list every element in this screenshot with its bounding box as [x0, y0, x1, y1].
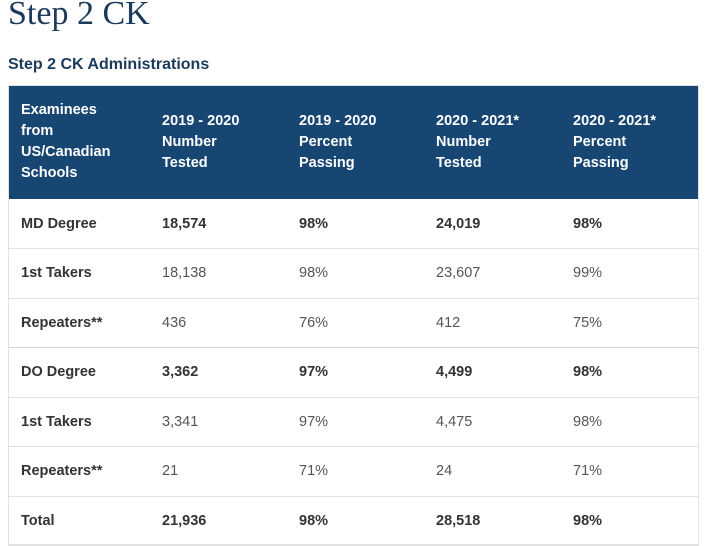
table-row: MD Degree 18,574 98% 24,019 98% [8, 199, 699, 249]
cell-value: 21,936 [162, 512, 207, 529]
header-line: from [21, 123, 54, 139]
header-2019-number-tested: 2019 - 2020 Number Tested [149, 85, 286, 199]
header-line: Percent [573, 133, 627, 150]
header-2019-percent-passing: 2019 - 2020 Percent Passing [286, 85, 423, 199]
cell-value: 24,019 [436, 215, 481, 232]
header-2020-number-tested: 2020 - 2021* Number Tested [423, 85, 560, 199]
cell-value: 98% [573, 413, 603, 430]
section-title: Step 2 CK Administrations [8, 56, 210, 73]
cell-value: 23,607 [436, 265, 481, 282]
row-label: Repeaters** [21, 314, 103, 331]
cell-value: 98% [299, 512, 329, 529]
header-examinees: Examinees from US/Canadian Schools [8, 85, 149, 199]
header-line: 2020 - 2021* [436, 112, 520, 129]
cell-value: 4,499 [436, 364, 473, 381]
cell-value: 98% [573, 364, 603, 381]
cell-value: 4,475 [436, 413, 473, 430]
header-line: Examinees [21, 102, 97, 118]
cell-value: 412 [436, 314, 461, 331]
header-2020-percent-passing: 2020 - 2021* Percent Passing [560, 85, 699, 199]
administrations-table-container: Examinees from US/Canadian Schools 2019 … [8, 85, 699, 546]
cell-value: 97% [299, 413, 329, 430]
cell-value: 98% [299, 265, 329, 282]
cell-value: 3,362 [162, 364, 199, 381]
cell-value: 98% [299, 215, 329, 232]
row-label: Repeaters** [21, 463, 103, 480]
cell-value: 18,138 [162, 265, 207, 282]
header-line: Tested [436, 154, 482, 171]
administrations-table: Examinees from US/Canadian Schools 2019 … [8, 85, 699, 546]
table-row: Total 21,936 98% 28,518 98% [8, 496, 699, 546]
header-line: Tested [162, 154, 208, 171]
header-line: 2019 - 2020 [162, 112, 240, 129]
row-label: 1st Takers [21, 413, 92, 430]
cell-value: 98% [573, 215, 603, 232]
cell-value: 99% [573, 265, 603, 282]
header-line: Number [436, 133, 491, 150]
row-label: 1st Takers [21, 265, 92, 282]
cell-value: 3,341 [162, 413, 199, 430]
header-line: Passing [573, 154, 629, 171]
row-label: MD Degree [21, 215, 97, 232]
page-title: Step 2 CK [8, 0, 150, 32]
cell-value: 21 [162, 463, 179, 480]
header-line: Percent [299, 133, 353, 150]
table-row: Repeaters** 436 76% 412 75% [8, 298, 699, 348]
header-line: 2019 - 2020 [299, 112, 377, 129]
cell-value: 75% [573, 314, 603, 331]
header-row: Examinees from US/Canadian Schools 2019 … [8, 85, 699, 199]
cell-value: 436 [162, 314, 187, 331]
table-row: Repeaters** 21 71% 24 71% [8, 447, 699, 496]
cell-value: 28,518 [436, 512, 481, 529]
cell-value: 76% [299, 314, 329, 331]
header-line: 2020 - 2021* [573, 112, 657, 129]
table-header: Examinees from US/Canadian Schools 2019 … [8, 85, 699, 199]
header-line: Schools [21, 165, 78, 181]
cell-value: 71% [299, 463, 329, 480]
table-row: DO Degree 3,362 97% 4,499 98% [8, 348, 699, 397]
header-line: Passing [299, 154, 355, 171]
row-label: Total [21, 512, 55, 529]
table-row: 1st Takers 18,138 98% 23,607 99% [8, 249, 699, 298]
cell-value: 71% [573, 463, 603, 480]
cell-value: 18,574 [162, 215, 207, 232]
row-label: DO Degree [21, 364, 96, 381]
cell-value: 24 [436, 463, 453, 480]
cell-value: 97% [299, 364, 329, 381]
cell-value: 98% [573, 512, 603, 529]
table-row: 1st Takers 3,341 97% 4,475 98% [8, 397, 699, 447]
header-line: Number [162, 133, 217, 150]
header-line: US/Canadian [21, 144, 111, 160]
table-body: MD Degree 18,574 98% 24,019 98% 1st Take… [8, 199, 699, 546]
